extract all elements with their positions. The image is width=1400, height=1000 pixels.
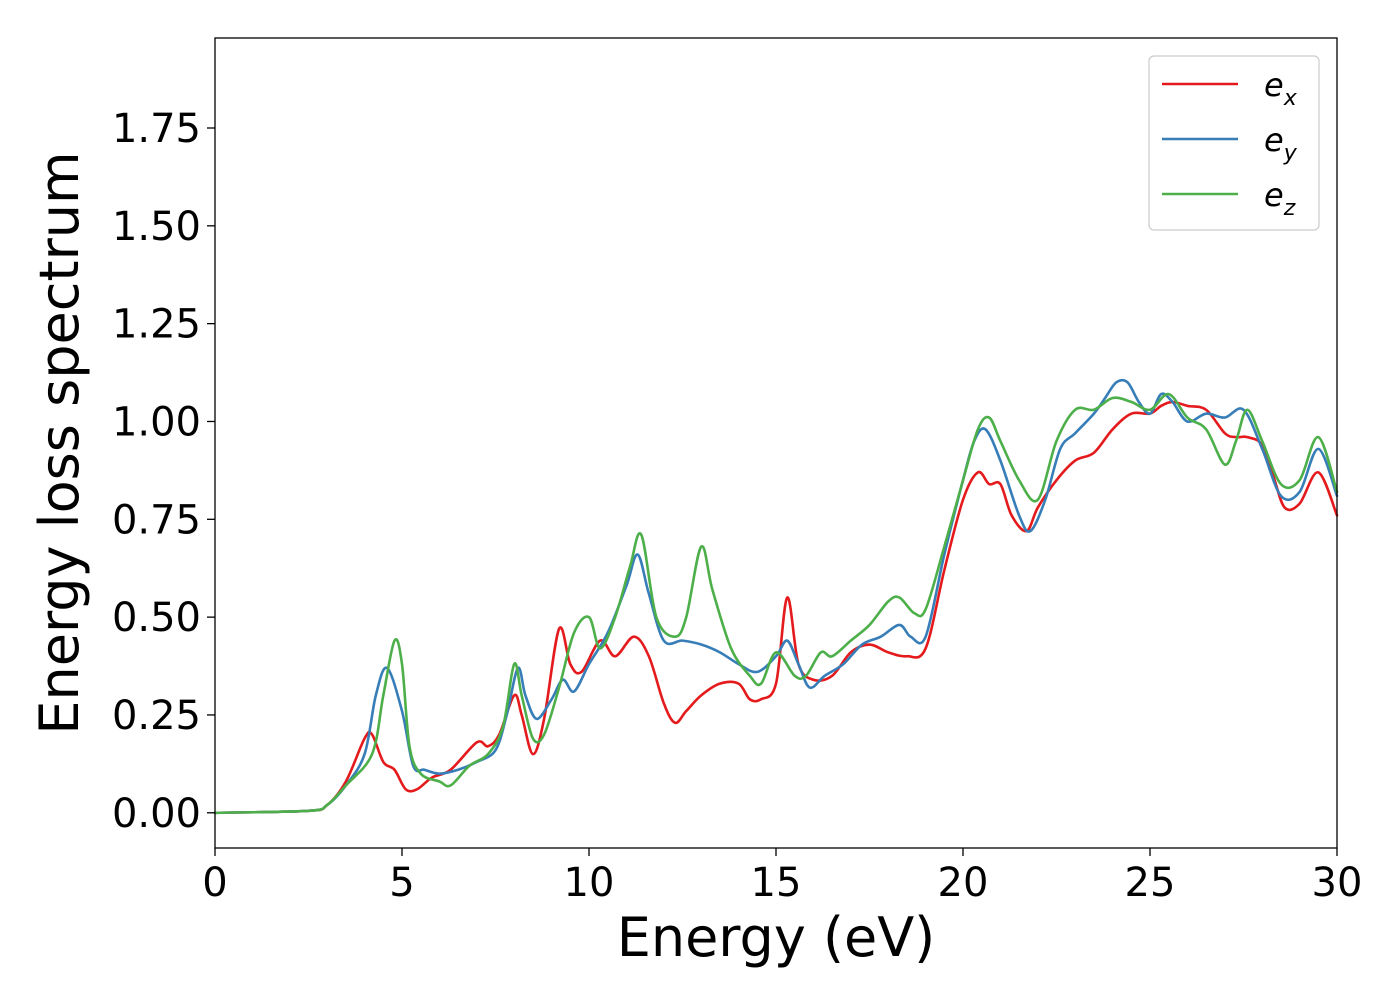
x-tick-label: 15 [751, 860, 802, 906]
x-axis-title: Energy (eV) [617, 906, 936, 969]
series-line-x [213, 400, 1339, 815]
y-tick-label: 1.25 [112, 302, 201, 348]
series-layer [213, 378, 1339, 815]
y-tick-label: 1.00 [112, 399, 201, 445]
x-tick-label: 5 [389, 860, 414, 906]
x-tick-label: 25 [1125, 860, 1176, 906]
y-tick-label: 0.00 [112, 791, 201, 837]
y-axis-title: Energy loss spectrum [28, 151, 91, 734]
legend-label-y: ey [1264, 121, 1298, 166]
legend-frame [1148, 55, 1320, 231]
y-tick-label: 1.50 [112, 204, 201, 250]
x-tick-label: 20 [938, 860, 989, 906]
legend-label-x: ex [1264, 66, 1298, 111]
y-tick-label: 1.75 [112, 106, 201, 152]
y-tick-label: 0.50 [112, 595, 201, 641]
y-tick-label: 0.25 [112, 693, 201, 739]
x-tick-label: 30 [1312, 860, 1363, 906]
legend-label-z: ez [1264, 176, 1296, 221]
legend: ex ey ez [1148, 55, 1320, 231]
x-axis: 0 5 10 15 20 25 30 [202, 848, 1362, 906]
y-axis: 0.00 0.25 0.50 0.75 1.00 1.25 1.50 1.75 [112, 106, 215, 837]
y-tick-label: 0.75 [112, 497, 201, 543]
x-tick-label: 10 [564, 860, 615, 906]
series-line-z [213, 392, 1339, 815]
x-tick-label: 0 [202, 860, 227, 906]
